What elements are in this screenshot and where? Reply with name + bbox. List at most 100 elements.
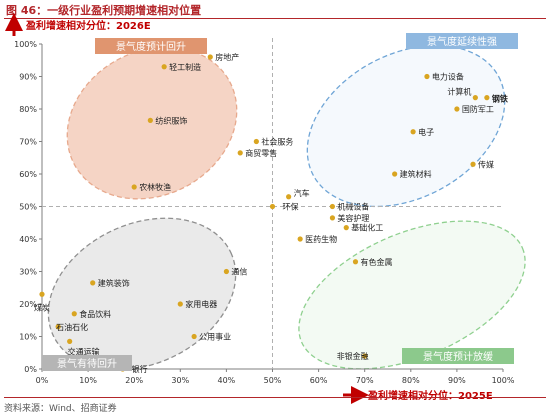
figure-title-bar: 图 46：一级行业盈利预期增速相对位置 bbox=[4, 2, 546, 19]
data-point-label: 纺织服饰 bbox=[155, 115, 187, 125]
data-point bbox=[352, 259, 359, 265]
zone-label-text: 景气有待回升 bbox=[57, 357, 117, 370]
y-axis-title: 盈利增速相对分位：2026E bbox=[5, 13, 151, 36]
data-point bbox=[207, 54, 213, 60]
data-point-label: 煤炭 bbox=[34, 302, 50, 312]
zone-label-strong-continuation: 景气度延续性强 bbox=[406, 33, 518, 49]
data-point-label: 农林牧渔 bbox=[139, 182, 171, 192]
data-point-label: 交通运输 bbox=[68, 346, 100, 356]
data-point bbox=[39, 291, 45, 297]
x-tick-label: 20% bbox=[125, 376, 143, 385]
data-point bbox=[71, 311, 77, 317]
x-tick-label: 70% bbox=[356, 376, 374, 385]
data-point bbox=[191, 333, 197, 340]
data-point-label: 石油石化 bbox=[56, 322, 88, 332]
x-tick-label: 0% bbox=[36, 376, 49, 385]
data-point-label: 医药生物 bbox=[305, 234, 337, 244]
y-tick-label: 30% bbox=[19, 268, 37, 277]
chart-axes: 0% 10% 20% 30% 40% 50% 60% 70% 80% 90% 100% 0% 10% 20… bbox=[14, 40, 515, 385]
data-point-label: 食品饮料 bbox=[79, 309, 111, 319]
data-point-label: 家用电器 bbox=[185, 299, 217, 309]
data-point bbox=[147, 117, 153, 123]
zone-awaiting-recovery bbox=[47, 217, 237, 371]
data-point bbox=[67, 338, 73, 344]
x-tick-label: 30% bbox=[171, 376, 189, 385]
zone-slowdown-expected bbox=[298, 220, 526, 370]
data-point bbox=[253, 138, 259, 145]
data-point-label: 国防军工 bbox=[462, 104, 494, 114]
data-point-label: 美容护理 bbox=[337, 213, 369, 223]
x-tick-label: 10% bbox=[79, 376, 97, 385]
y-tick-label: 80% bbox=[19, 105, 37, 114]
x-tick-label: 90% bbox=[448, 376, 466, 385]
y-tick-label: 10% bbox=[19, 333, 37, 342]
zone-label-text: 景气度延续性强 bbox=[427, 35, 497, 48]
x-axis-title-text: 盈利增速相对分位：2025E bbox=[367, 389, 493, 402]
x-axis-title: 盈利增速相对分位：2025E bbox=[343, 386, 493, 404]
y-tick-label: 50% bbox=[19, 203, 37, 212]
data-point bbox=[177, 301, 183, 307]
y-tick-label: 60% bbox=[19, 170, 37, 179]
data-point bbox=[90, 280, 96, 286]
zone-label-text: 景气度预计放缓 bbox=[423, 350, 493, 363]
zone-recovery-expected bbox=[66, 46, 238, 200]
data-point bbox=[223, 268, 229, 275]
data-point-label: 机械设备 bbox=[337, 202, 369, 212]
data-point-label: 商贸零售 bbox=[245, 148, 277, 158]
data-point-label: 汽车 bbox=[294, 188, 310, 198]
data-point-label: 基础化工 bbox=[351, 223, 383, 233]
y-tick-label: 100% bbox=[14, 40, 37, 49]
data-point bbox=[237, 150, 243, 156]
zone-strong-continuation bbox=[306, 44, 506, 208]
data-point-label: 轻工制造 bbox=[169, 62, 201, 72]
data-point bbox=[343, 225, 349, 231]
data-point bbox=[392, 171, 398, 177]
data-point bbox=[161, 64, 167, 70]
data-point-label: 计算机 bbox=[447, 87, 471, 97]
x-tick-label: 100% bbox=[492, 376, 515, 385]
data-point-label: 钢铁 bbox=[492, 94, 508, 104]
data-point bbox=[472, 95, 478, 101]
zone-label-recovery-expected: 景气度预计回升 bbox=[95, 38, 207, 54]
y-tick-label: 0% bbox=[24, 365, 37, 374]
data-point-label: 社会服务 bbox=[261, 137, 293, 147]
y-tick-label: 90% bbox=[19, 73, 37, 82]
zone-label-awaiting-recovery: 景气有待回升 bbox=[42, 355, 132, 371]
x-tick-label: 80% bbox=[402, 376, 420, 385]
data-point bbox=[362, 353, 368, 359]
data-point bbox=[297, 236, 303, 242]
reference-lines bbox=[42, 38, 503, 369]
data-point-label: 电子 bbox=[418, 127, 434, 137]
data-point bbox=[424, 73, 430, 80]
data-point bbox=[484, 95, 490, 101]
data-point-label: 非银金融 bbox=[337, 351, 369, 361]
data-point bbox=[286, 194, 292, 200]
figure-source: 资料来源：Wind、招商证券 bbox=[4, 404, 117, 414]
data-point bbox=[454, 106, 460, 112]
data-point-label: 传媒 bbox=[478, 159, 494, 169]
x-tick-label: 40% bbox=[218, 376, 236, 385]
zone-label-text: 景气度预计回升 bbox=[116, 40, 186, 53]
source-divider bbox=[4, 397, 546, 398]
y-axis-title-text: 盈利增速相对分位：2026E bbox=[25, 19, 151, 32]
data-point-label: 环保 bbox=[283, 202, 299, 212]
data-point-label: 建筑装饰 bbox=[98, 278, 130, 288]
data-point-label: 房地产 bbox=[215, 52, 239, 62]
x-tick-label: 50% bbox=[264, 376, 282, 385]
data-point bbox=[269, 203, 276, 210]
data-point bbox=[410, 129, 416, 135]
y-tick-label: 70% bbox=[19, 138, 37, 147]
data-point-label: 有色金属 bbox=[360, 257, 392, 267]
data-point bbox=[470, 161, 476, 167]
data-point-label: 公用事业 bbox=[199, 332, 231, 342]
y-tick-label: 40% bbox=[19, 235, 37, 244]
zone-label-slowdown-expected: 景气度预计放缓 bbox=[402, 348, 514, 364]
x-tick-label: 60% bbox=[310, 376, 328, 385]
y-tick-label: 20% bbox=[19, 300, 37, 309]
data-point bbox=[131, 184, 137, 190]
data-point bbox=[55, 324, 61, 330]
data-point bbox=[329, 203, 336, 210]
data-point-label: 电力设备 bbox=[432, 72, 464, 82]
